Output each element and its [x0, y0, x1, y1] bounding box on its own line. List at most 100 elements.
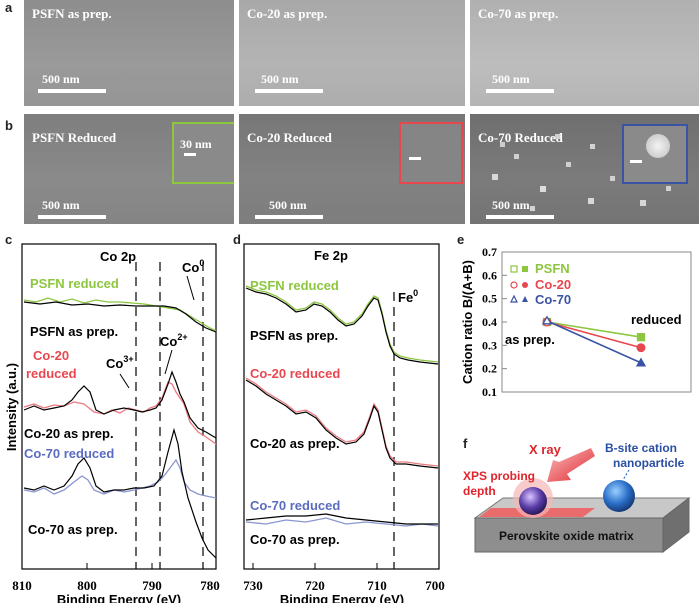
co2-label: Co2+ — [160, 332, 188, 349]
sem-co70-as-prep: Co-70 as prep. 500 nm — [470, 0, 699, 106]
inset-particle — [646, 134, 670, 158]
sem-psfn-as-prep: PSFN as prep. 500 nm — [24, 0, 234, 106]
data-point-co-70 — [541, 315, 553, 325]
x-tick-label: 800 — [77, 578, 97, 593]
nanoparticle-pointer — [622, 469, 630, 481]
legend-marker-open — [510, 294, 518, 303]
co2p-spectrum-panel: 810 800 790 780 Binding Energy (eV) Inte… — [4, 243, 220, 603]
label-co20-reduced-1: Co-20 — [33, 348, 69, 363]
scale-bar — [486, 215, 554, 219]
legend-marker-filled — [522, 296, 528, 302]
legend: PSFN Co-20 Co-70 — [510, 261, 571, 307]
data-point-co-70 — [635, 357, 647, 367]
b-site-nanoparticle — [603, 480, 635, 512]
y-tick-label: 0.3 — [482, 338, 497, 352]
series-line-co-70 — [546, 320, 642, 364]
x-tick-label: 780 — [200, 578, 220, 593]
xps-schematic: X ray XPS probing depth B-site cation na… — [463, 441, 691, 554]
label-co70-reduced: Co-70 reduced — [250, 498, 340, 513]
scale-bar — [38, 215, 106, 219]
fe2p-spectrum-panel: 730 720 710 700 Binding Energy (eV) Fe 2… — [243, 243, 445, 603]
plot-frame — [21, 243, 217, 570]
matrix-side — [662, 496, 690, 554]
x-tick-label: 720 — [305, 578, 325, 593]
inset-scale-bar — [409, 157, 421, 160]
legend-marker-filled — [522, 282, 528, 288]
inset-box: 30 nm — [172, 122, 234, 184]
label-psfn-reduced: PSFN reduced — [30, 276, 119, 291]
label-psfn-as-prep: PSFN as prep. — [30, 324, 118, 339]
series-line-psfn — [546, 321, 642, 338]
psfn-as-prep-spectrum — [23, 301, 217, 333]
x-tick-label: 790 — [142, 578, 162, 593]
legend-marker-open — [510, 281, 518, 289]
co20-as-prep-spectrum — [245, 379, 439, 469]
legend-marker-filled — [522, 266, 528, 272]
co70-as-prep-spectrum — [245, 513, 438, 525]
x-tick-label: 730 — [243, 578, 263, 593]
scale-bar-label: 500 nm — [42, 72, 80, 86]
inset-box — [622, 124, 688, 184]
scale-bar-label: 500 nm — [261, 72, 299, 86]
co3-label: Co3+ — [106, 354, 134, 371]
fe0-label: Fe0 — [398, 288, 418, 305]
x-axis-label: Binding Energy (eV) — [280, 592, 404, 603]
co0-arrow — [186, 275, 195, 301]
inset-box — [399, 122, 463, 184]
panel-label-d: d — [233, 232, 241, 247]
legend-co70: Co-70 — [535, 292, 571, 307]
y-tick-label: 0.2 — [482, 362, 497, 376]
xps-label-1: XPS probing — [463, 469, 535, 483]
psfn-as-prep-spectrum — [245, 287, 439, 365]
scale-bar — [38, 89, 106, 93]
scale-bar-label: 500 nm — [492, 198, 530, 212]
co3-arrow — [119, 373, 130, 389]
cation-ratio-chart: Cation ratio B/(A+B) 0.7 0.6 0.5 0.4 0.3 0.2 0… — [460, 245, 692, 399]
x-tick-marks — [252, 563, 440, 569]
panel-label-f: f — [463, 436, 468, 451]
panel-label-c: c — [5, 232, 13, 247]
sem-co20-as-prep: Co-20 as prep. 500 nm — [239, 0, 465, 106]
label-co70-as-prep: Co-70 as prep. — [28, 522, 118, 537]
co20-reduced-spectrum — [245, 377, 439, 467]
reference-lines — [135, 262, 204, 569]
y-tick-label: 0.4 — [482, 315, 497, 329]
panel-label-b: b — [5, 118, 13, 133]
xps-label-2: depth — [463, 484, 496, 498]
y-tick-label: 0.6 — [482, 268, 497, 282]
legend-psfn: PSFN — [535, 261, 570, 276]
label-co20-reduced-2: reduced — [26, 366, 77, 381]
scale-bar — [486, 89, 554, 93]
bsite-label-2: nanoparticle — [613, 456, 685, 470]
data-point-co-20 — [636, 343, 646, 353]
y-tick-label: 0.5 — [482, 292, 497, 306]
inset-scale-bar — [630, 160, 642, 163]
sem-co70-reduced: Co-70 Reduced 500 nm — [470, 114, 699, 224]
xray-label: X ray — [529, 442, 562, 457]
x-tick-label: 710 — [367, 578, 387, 593]
annotation-reduced: reduced — [631, 312, 682, 327]
co0-label: Co0 — [182, 258, 204, 275]
x-tick-label: 700 — [425, 578, 445, 593]
psfn-reduced-spectrum — [23, 297, 217, 332]
x-tick-marks — [21, 563, 217, 569]
xray-beam — [547, 448, 595, 482]
probed-nanoparticle — [519, 487, 547, 515]
label-co70-reduced: Co-70 reduced — [24, 446, 114, 461]
label-co20-as-prep: Co-20 as prep. — [24, 426, 114, 441]
x-tick-label: 810 — [12, 578, 32, 593]
scale-bar-label: 500 nm — [492, 72, 530, 86]
sem-psfn-reduced: PSFN Reduced 30 nm 500 nm — [24, 114, 234, 224]
sem-title: PSFN as prep. — [32, 6, 112, 21]
label-co20-as-prep: Co-20 as prep. — [250, 436, 340, 451]
y-axis-label: Intensity (a.u.) — [4, 363, 19, 451]
sem-title: Co-70 as prep. — [478, 6, 559, 21]
spectrum-title: Co 2p — [100, 249, 136, 264]
data-point-psfn — [636, 333, 646, 342]
sem-title: PSFN Reduced — [32, 130, 117, 145]
sem-title: Co-20 as prep. — [247, 6, 328, 21]
sem-co20-reduced: Co-20 Reduced 500 nm — [239, 114, 465, 224]
y-tick-label: 0.7 — [482, 245, 497, 259]
spectrum-title: Fe 2p — [314, 248, 348, 263]
annotation-as-prep: as prep. — [505, 332, 555, 347]
